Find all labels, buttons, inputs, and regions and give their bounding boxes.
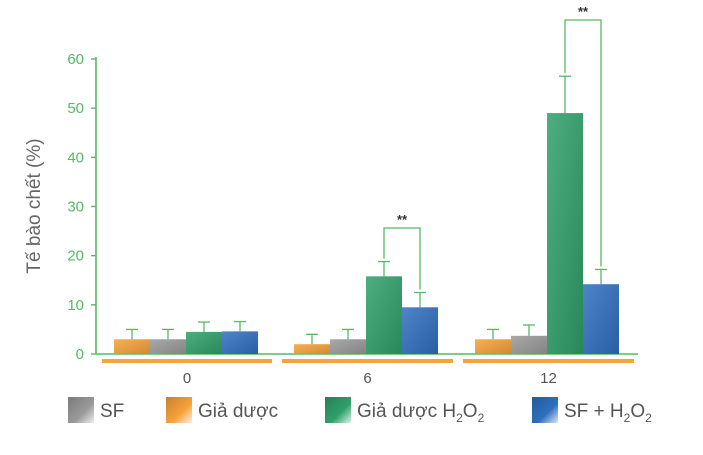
bar-sf-h2o2-6: [402, 307, 438, 354]
x-tick-label: 12: [540, 370, 557, 387]
significance-bracket: [564, 19, 602, 267]
legend-swatch-gi-d-c-h2o2: [325, 397, 351, 423]
legend-swatch-sf-h2o2: [532, 397, 558, 423]
y-tick-label: 40: [67, 149, 84, 166]
bar-gi-d-c-0: [114, 339, 150, 354]
bar-sf-6: [330, 339, 366, 354]
bar-gi-d-c-h2o2-6: [366, 276, 402, 354]
category-bar: [102, 359, 272, 363]
bar-gi-d-c-12: [475, 339, 511, 354]
bar-gi-d-c-h2o2-0: [186, 331, 222, 354]
y-axis-label: Tế bào chết (%): [24, 138, 45, 273]
legend-label-sf: SF: [100, 401, 124, 422]
x-axis-categories: 0 6 12: [102, 359, 634, 387]
significance-bracket: [383, 227, 421, 290]
category-bar: [282, 359, 453, 363]
bar-sf-h2o2-12: [583, 284, 619, 354]
y-tick-label: 0: [76, 346, 84, 363]
y-tick-label: 60: [67, 51, 84, 68]
y-tick-label: 20: [67, 248, 84, 265]
bar-gi-d-c-6: [294, 344, 330, 354]
legend-swatch-sf: [68, 397, 94, 423]
legend-label-sf-h2o2: SF + H2O2: [564, 401, 652, 425]
x-tick-label: 6: [363, 370, 371, 387]
legend-label-gi-d-c: Giả dược: [198, 401, 278, 422]
bar-sf-h2o2-0: [222, 331, 258, 354]
significance-label: **: [397, 212, 408, 227]
bar-sf-0: [150, 339, 186, 354]
bar-sf-12: [511, 335, 547, 354]
category-bar: [463, 359, 634, 363]
legend-label-gi-d-c-h2o2: Giả dược H2O2: [357, 401, 485, 425]
legend-swatch-gi-d-c: [166, 397, 192, 423]
significance-label: **: [578, 4, 589, 19]
significance-annotations: ** **: [383, 4, 602, 290]
x-tick-label: 0: [183, 370, 191, 387]
y-tick-label: 30: [67, 199, 84, 216]
y-tick-label: 10: [67, 297, 84, 314]
legend: SF Giả dược Giả dược H2O2 SF + H2O2: [68, 397, 652, 425]
bar-gi-d-c-h2o2-12: [547, 113, 583, 354]
bars: [114, 75, 619, 354]
y-tick-label: 50: [67, 100, 84, 117]
